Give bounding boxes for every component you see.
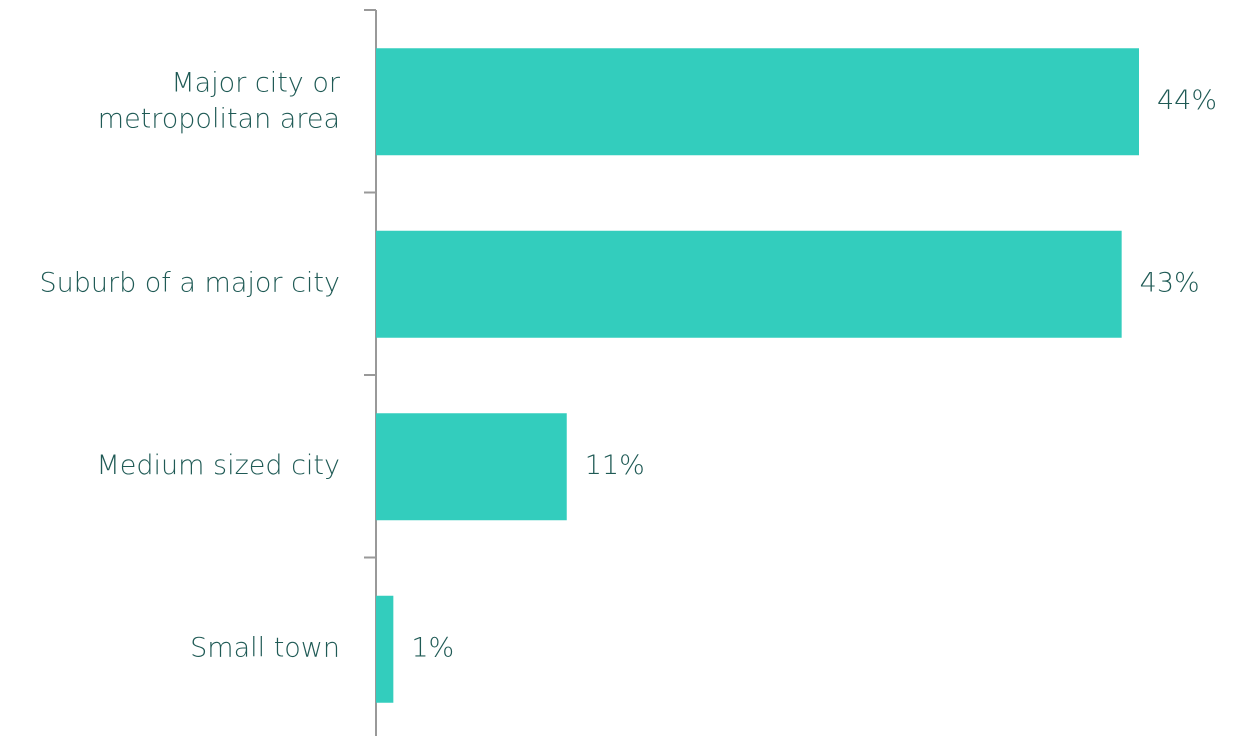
bar xyxy=(376,413,567,521)
category-label: Suburb of a major city xyxy=(39,267,340,298)
value-label: 1% xyxy=(411,632,454,663)
bar xyxy=(376,595,394,703)
value-label: 44% xyxy=(1157,85,1217,116)
value-label: 11% xyxy=(585,450,645,481)
label-line: Major city or xyxy=(171,67,341,98)
value-label: 43% xyxy=(1140,267,1200,298)
category-label: Medium sized city xyxy=(96,450,340,481)
label-line: metropolitan area xyxy=(98,103,340,134)
bar xyxy=(376,48,1139,156)
category-label: Small town xyxy=(190,632,340,663)
category-label: Major city or metropolitan area xyxy=(98,67,341,134)
bar xyxy=(376,230,1122,338)
